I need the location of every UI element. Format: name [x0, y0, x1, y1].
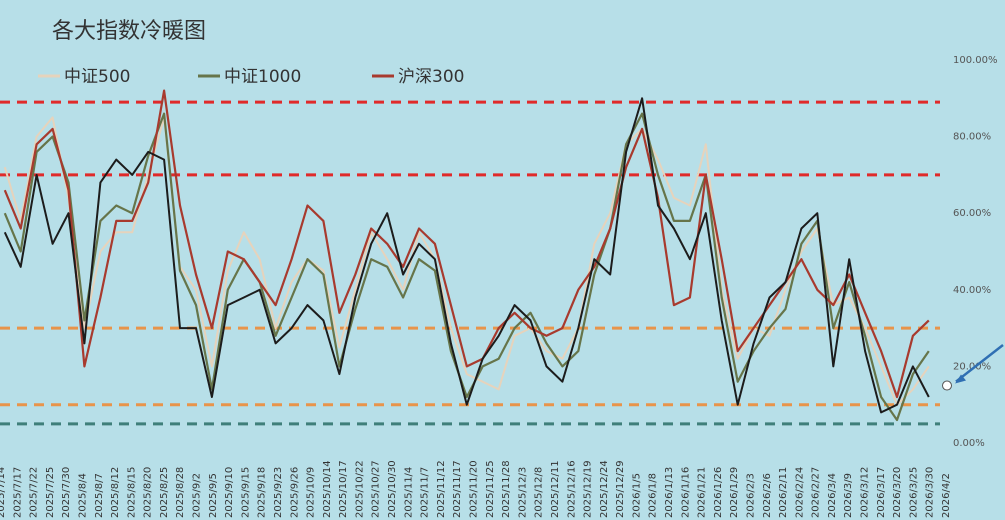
x-tick-label: 2026/1/29 — [729, 467, 740, 518]
x-tick-label: 2025/10/17 — [338, 460, 349, 518]
x-tick-label: 2025/8/12 — [110, 467, 121, 518]
x-tick-label: 2025/11/12 — [436, 460, 447, 518]
x-tick-label: 2025/9/10 — [224, 467, 235, 518]
x-tick-label: 2026/3/17 — [876, 467, 887, 518]
x-tick-label: 2025/8/28 — [175, 467, 186, 518]
x-tick-label: 2026/3/25 — [908, 467, 919, 518]
x-tick-label: 2025/11/7 — [420, 467, 431, 518]
legend-label-0: 中证500 — [64, 67, 130, 87]
y-tick-label: 0.00% — [953, 438, 985, 449]
x-tick-label: 2025/7/22 — [29, 467, 40, 518]
x-tick-label: 2026/2/6 — [762, 473, 773, 518]
y-tick-label: 100.00% — [953, 55, 998, 66]
y-tick-label: 40.00% — [953, 285, 991, 296]
x-tick-label: 2025/10/27 — [371, 460, 382, 518]
x-tick-label: 2025/7/14 — [0, 467, 7, 518]
x-axis-ticks: 2025/7/14 2025/7/17 2025/7/22 2025/7/25 2025… — [0, 460, 952, 518]
x-tick-label: 2025/11/28 — [501, 460, 512, 518]
x-tick-label: 2025/12/29 — [615, 460, 626, 518]
x-tick-label: 2025/10/30 — [387, 460, 398, 518]
x-tick-label: 2025/9/15 — [240, 467, 251, 518]
x-tick-label: 2026/2/27 — [811, 467, 822, 518]
chart-legend: 中证500 中证1000 沪深300 — [38, 67, 464, 87]
y-axis-ticks: 0.00% 20.00% 40.00% 60.00% 80.00% 100.00% — [953, 55, 998, 449]
y-tick-label: 80.00% — [953, 132, 991, 143]
x-tick-label: 2025/8/7 — [94, 473, 105, 518]
x-tick-label: 2025/9/5 — [208, 473, 219, 518]
x-tick-label: 2025/12/19 — [583, 460, 594, 518]
x-tick-label: 2025/8/4 — [78, 473, 89, 518]
end-marker — [942, 380, 952, 391]
x-tick-label: 2026/3/4 — [827, 473, 838, 518]
x-tick-label: 2026/3/30 — [925, 467, 936, 518]
x-tick-label: 2026/2/24 — [794, 467, 805, 518]
x-tick-label: 2025/11/4 — [403, 467, 414, 518]
legend-label-2: 沪深300 — [398, 67, 464, 87]
x-tick-label: 2026/2/11 — [778, 467, 789, 518]
chart-title: 各大指数冷暖图 — [52, 19, 206, 44]
x-tick-label: 2026/1/13 — [664, 467, 675, 518]
x-tick-label: 2026/1/26 — [713, 467, 724, 518]
x-tick-label: 2025/12/8 — [534, 467, 545, 518]
x-tick-label: 2025/7/30 — [61, 467, 72, 518]
x-tick-label: 2025/11/20 — [469, 460, 480, 518]
x-tick-label: 2025/9/23 — [273, 467, 284, 518]
x-tick-label: 2025/10/14 — [322, 460, 333, 518]
x-tick-label: 2026/1/5 — [631, 473, 642, 518]
x-tick-label: 2025/10/22 — [354, 460, 365, 518]
y-tick-label: 60.00% — [953, 208, 991, 219]
x-tick-label: 2026/1/16 — [680, 467, 691, 518]
series-line-3 — [3, 97, 930, 414]
x-tick-label: 2025/8/15 — [126, 467, 137, 518]
x-tick-label: 2025/8/25 — [159, 467, 170, 518]
x-tick-label: 2025/12/11 — [550, 460, 561, 518]
pointer-arrow-head — [955, 374, 966, 384]
x-tick-label: 2025/11/25 — [485, 460, 496, 518]
annotations — [942, 344, 1004, 391]
x-tick-label: 2025/12/3 — [517, 467, 528, 518]
reference-lines — [0, 100, 940, 426]
x-tick-label: 2026/3/20 — [892, 467, 903, 518]
x-tick-label: 2025/10/9 — [306, 467, 317, 518]
x-tick-label: 2025/12/24 — [599, 460, 610, 518]
pointer-arrow-line — [955, 344, 1004, 383]
x-tick-label: 2026/4/2 — [941, 473, 952, 518]
y-tick-label: 20.00% — [953, 361, 991, 372]
x-tick-label: 2026/2/3 — [746, 473, 757, 518]
x-tick-label: 2025/9/26 — [289, 467, 300, 518]
series-line-2 — [3, 89, 930, 399]
x-tick-label: 2025/11/17 — [452, 460, 463, 518]
series-lines — [3, 89, 930, 422]
x-tick-label: 2025/9/18 — [257, 467, 268, 518]
x-tick-label: 2025/9/2 — [192, 473, 203, 518]
x-tick-label: 2026/1/21 — [697, 467, 708, 518]
x-tick-label: 2025/8/20 — [143, 467, 154, 518]
x-tick-label: 2026/1/8 — [648, 473, 659, 518]
x-tick-label: 2025/7/17 — [12, 467, 23, 518]
x-tick-label: 2025/7/25 — [45, 467, 56, 518]
legend-label-1: 中证1000 — [224, 67, 301, 87]
x-tick-label: 2026/3/12 — [860, 467, 871, 518]
x-tick-label: 2025/12/16 — [566, 460, 577, 518]
x-tick-label: 2026/3/9 — [843, 473, 854, 518]
